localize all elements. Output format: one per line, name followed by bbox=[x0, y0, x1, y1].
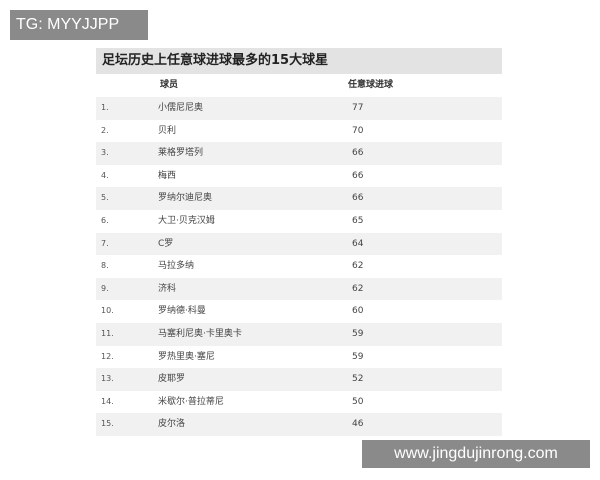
table-title: 足坛历史上任意球进球最多的15大球星 bbox=[96, 48, 502, 74]
free-kick-goals: 52 bbox=[352, 374, 364, 385]
rank: 3. bbox=[101, 148, 109, 158]
free-kick-goals: 66 bbox=[352, 148, 364, 159]
free-kick-goals: 64 bbox=[352, 238, 364, 249]
table-row: 11. 马塞利尼奥·卡里奥卡 59 bbox=[96, 322, 502, 346]
table-row: 5. 罗纳尔迪尼奥 66 bbox=[96, 187, 502, 210]
header-goals: 任意球进球 bbox=[348, 80, 394, 90]
player-name: 皮耶罗 bbox=[158, 374, 186, 385]
rank: 1. bbox=[101, 103, 109, 112]
player-name: 罗热里奥·塞尼 bbox=[158, 351, 215, 362]
rank: 5. bbox=[101, 193, 109, 203]
table-row: 1. 小儒尼尼奥 77 bbox=[96, 97, 502, 120]
table-row: 7. C罗 64 bbox=[96, 232, 502, 256]
rank: 10. bbox=[101, 306, 114, 316]
table-row: 6. 大卫·贝克汉姆 65 bbox=[96, 210, 502, 233]
free-kick-goals: 50 bbox=[352, 396, 364, 407]
player-name: C罗 bbox=[158, 238, 174, 249]
free-kick-goals: 46 bbox=[352, 419, 364, 430]
player-name: 济科 bbox=[158, 283, 177, 294]
free-kick-goals: 65 bbox=[352, 215, 364, 226]
player-name: 马塞利尼奥·卡里奥卡 bbox=[158, 328, 242, 339]
table-row: 2. 贝利 70 bbox=[96, 120, 502, 143]
player-name: 米歇尔·普拉蒂尼 bbox=[158, 396, 224, 407]
rank: 6. bbox=[101, 215, 109, 225]
player-name: 罗纳德·科曼 bbox=[158, 306, 206, 317]
table-row: 15. 皮尔洛 46 bbox=[96, 413, 502, 436]
header-player: 球员 bbox=[160, 80, 179, 90]
player-name: 莱格罗塔列 bbox=[158, 148, 204, 159]
rank: 2. bbox=[101, 125, 109, 135]
watermark-bottom-right: www.jingdujinrong.com bbox=[362, 440, 590, 468]
table-row: 3. 莱格罗塔列 66 bbox=[96, 142, 502, 165]
rank: 7. bbox=[101, 238, 109, 248]
free-kick-goals: 62 bbox=[352, 283, 364, 294]
free-kick-goals: 66 bbox=[352, 193, 364, 204]
rank: 11. bbox=[101, 328, 114, 338]
rank: 12. bbox=[101, 351, 114, 361]
free-kick-goals: 77 bbox=[352, 103, 364, 113]
ranking-table: 足坛历史上任意球进球最多的15大球星 球员 任意球进球 1. 小儒尼尼奥 77 2. 贝… bbox=[96, 48, 502, 436]
free-kick-goals: 59 bbox=[352, 351, 364, 362]
table-row: 12. 罗热里奥·塞尼 59 bbox=[96, 346, 502, 369]
table-body: 1. 小儒尼尼奥 77 2. 贝利 70 3. 莱格罗塔列 66 4. 梅西 66 5. 罗纳尔迪尼奥 66… bbox=[96, 97, 502, 436]
free-kick-goals: 62 bbox=[352, 261, 364, 272]
rank: 8. bbox=[101, 261, 109, 271]
free-kick-goals: 66 bbox=[352, 170, 364, 181]
free-kick-goals: 59 bbox=[352, 328, 364, 339]
free-kick-goals: 70 bbox=[352, 125, 364, 136]
player-name: 罗纳尔迪尼奥 bbox=[158, 193, 213, 204]
table-row: 13. 皮耶罗 52 bbox=[96, 368, 502, 391]
player-name: 皮尔洛 bbox=[158, 419, 186, 430]
table-header: 球员 任意球进球 bbox=[96, 74, 502, 97]
rank: 14. bbox=[101, 396, 114, 406]
table-row: 9. 济科 62 bbox=[96, 277, 502, 301]
player-name: 贝利 bbox=[158, 125, 177, 136]
player-name: 大卫·贝克汉姆 bbox=[158, 215, 215, 226]
rank: 13. bbox=[101, 374, 114, 384]
table-row: 10. 罗纳德·科曼 60 bbox=[96, 300, 502, 323]
player-name: 梅西 bbox=[158, 170, 177, 181]
free-kick-goals: 60 bbox=[352, 306, 364, 317]
player-name: 小儒尼尼奥 bbox=[158, 103, 204, 113]
rank: 9. bbox=[101, 283, 109, 293]
watermark-top-left: TG: MYYJJPP bbox=[10, 10, 148, 40]
player-name: 马拉多纳 bbox=[158, 261, 195, 272]
table-row: 4. 梅西 66 bbox=[96, 165, 502, 188]
rank: 15. bbox=[101, 419, 114, 429]
rank: 4. bbox=[101, 170, 109, 180]
table-row: 8. 马拉多纳 62 bbox=[96, 255, 502, 278]
table-row: 14. 米歇尔·普拉蒂尼 50 bbox=[96, 391, 502, 414]
